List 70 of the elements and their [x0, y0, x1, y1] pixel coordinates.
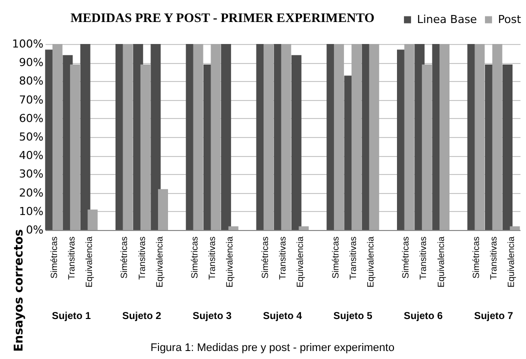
x-tick-label: Simétricas	[48, 236, 59, 279]
x-tick-label: Transitivas	[66, 236, 76, 280]
bar	[264, 44, 274, 230]
x-tick-label: Transitivas	[278, 236, 288, 280]
y-tick-label: 80%	[19, 74, 44, 88]
text: Figura 1: Medidas pre y post - primer experimento	[150, 342, 394, 354]
bar	[291, 55, 302, 230]
x-tick-label: Equivalencia	[506, 236, 516, 288]
bar	[122, 44, 133, 230]
chart-title: MEDIDAS PRE Y POST - PRIMER EXPERIMENTO	[70, 10, 375, 25]
x-tick-label: Transitivas	[488, 236, 499, 280]
bar	[210, 44, 221, 230]
x-tick-label: Transitivas	[348, 236, 358, 280]
y-tick-label: 20%	[19, 186, 44, 200]
bar	[193, 44, 204, 230]
bar	[334, 44, 344, 230]
x-tick-label: Transitivas	[418, 236, 428, 280]
bar	[70, 64, 80, 230]
x-tick-label: Simétricas	[471, 236, 482, 279]
x-tick-label: Equivalencia	[365, 236, 376, 288]
x-tick-label: Simétricas	[260, 236, 270, 279]
y-tick-label: 0%	[26, 224, 44, 236]
text: Sujeto 7	[474, 311, 514, 322]
x-tick-label: Simétricas	[330, 236, 340, 279]
bar	[422, 64, 432, 230]
bar	[502, 64, 513, 230]
x-tick-label: Equivalencia	[84, 236, 94, 288]
x-tick-label: Simétricas	[190, 236, 200, 279]
bar	[140, 64, 150, 230]
bar	[404, 44, 414, 230]
text: Sujeto 5	[333, 311, 373, 322]
bar	[440, 44, 450, 230]
x-tick-label: Simétricas	[400, 236, 411, 279]
y-tick-label: 90%	[19, 56, 44, 70]
bar	[510, 226, 520, 230]
bar	[352, 44, 362, 230]
legend-label: Post	[498, 12, 522, 26]
x-tick-label: Transitivas	[207, 236, 218, 280]
bar	[281, 44, 292, 230]
legend-label: Linea Base	[417, 12, 478, 26]
bar	[298, 226, 309, 230]
bar	[150, 44, 161, 230]
y-tick-label: 40%	[19, 149, 44, 162]
bar	[158, 189, 168, 230]
bar	[228, 226, 238, 230]
bar	[221, 44, 232, 230]
bar	[52, 44, 62, 230]
text: Sujeto 4	[263, 311, 302, 322]
y-tick-label: 30%	[19, 168, 44, 181]
bar	[474, 44, 485, 230]
x-tick-label: Equivalencia	[295, 236, 306, 288]
x-tick-label: Equivalencia	[436, 236, 446, 288]
bar	[369, 44, 380, 230]
text: Sujeto 6	[404, 311, 444, 322]
text: Sujeto 1	[52, 311, 92, 322]
y-tick-label: 70%	[19, 93, 44, 106]
x-tick-label: Transitivas	[136, 236, 147, 280]
y-tick-label: 100%	[12, 38, 44, 50]
y-tick-label: 10%	[19, 204, 44, 218]
x-tick-label: Equivalencia	[224, 236, 235, 288]
text: Sujeto 3	[192, 311, 232, 322]
y-tick-label: 50%	[19, 130, 44, 144]
bar	[80, 44, 90, 230]
bar	[88, 210, 98, 230]
y-axis-title: Ensayos correctos	[12, 229, 26, 352]
x-tick-label: Equivalencia	[154, 236, 164, 288]
text: Sujeto 2	[122, 311, 162, 322]
x-tick-label: Simétricas	[119, 236, 130, 279]
y-tick-label: 60%	[19, 112, 44, 125]
bar	[492, 44, 502, 230]
